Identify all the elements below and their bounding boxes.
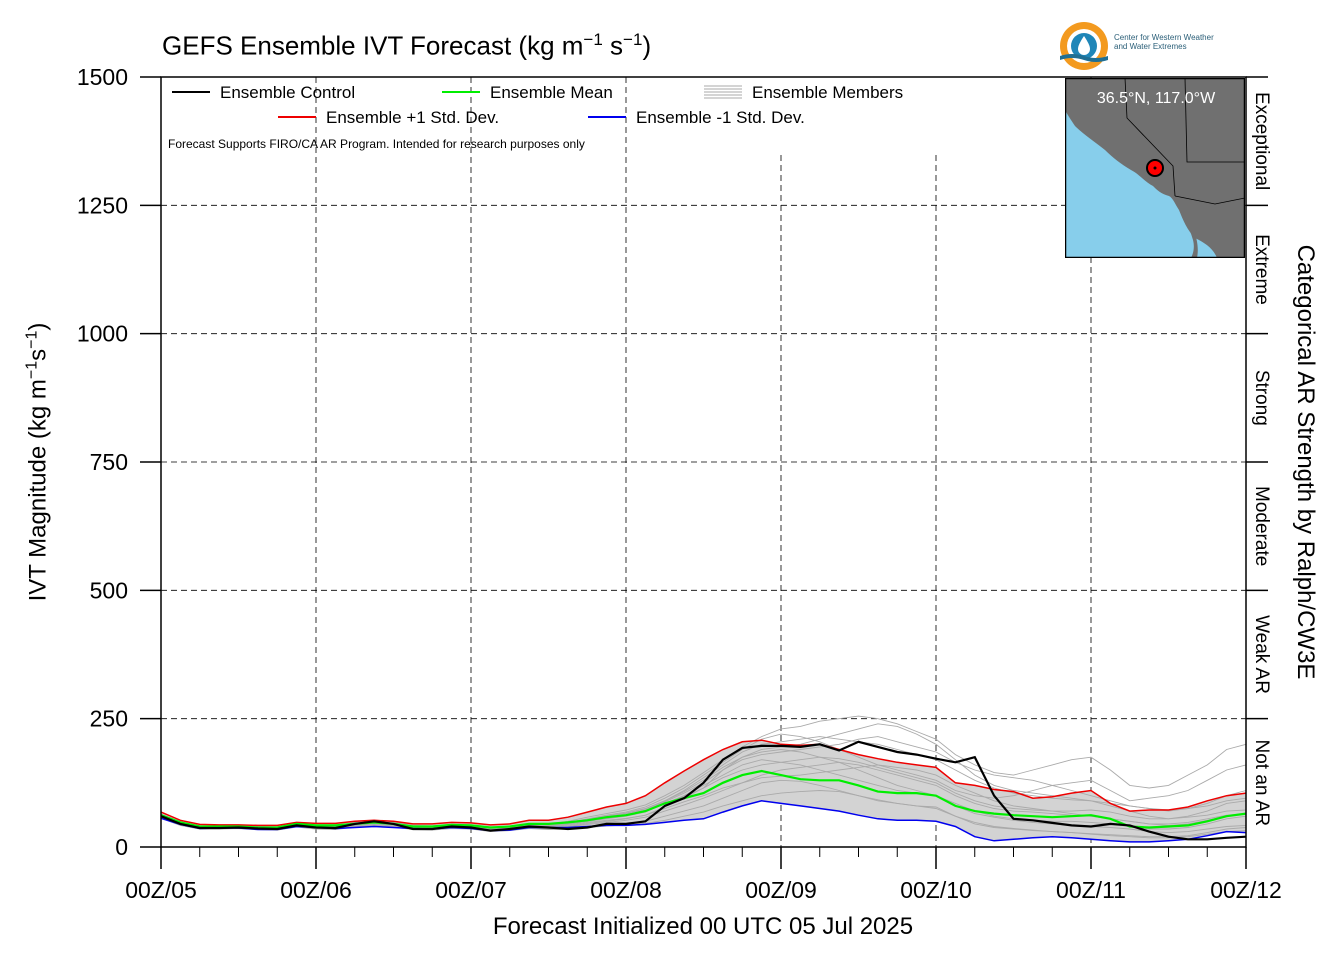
x-tick-label: 00Z/08 <box>590 877 662 903</box>
series-line-control <box>160 740 1247 841</box>
y-tick-label: 0 <box>115 834 128 860</box>
category-label: Strong <box>1251 370 1272 426</box>
map-state-border-ca <box>1124 78 1176 197</box>
y-axis-label: IVT Magnitude (kg m−1s−1) <box>23 322 52 602</box>
ensemble-spread-area <box>161 740 1246 842</box>
right-axis-label: Categorical AR Strength by Ralph/CW3E <box>1292 244 1319 680</box>
legend: Ensemble Control Ensemble Mean Ensemble +1… <box>172 83 903 127</box>
legend-label-control: Ensemble Control <box>220 83 355 102</box>
legend-label-mean: Ensemble Mean <box>490 83 613 102</box>
x-tick-label: 00Z/11 <box>1056 877 1126 903</box>
category-label: Extreme <box>1251 234 1272 305</box>
x-tick-label: 00Z/05 <box>125 877 197 903</box>
location-label: 36.5°N, 117.0°W <box>1096 90 1216 107</box>
map-state-border-nv <box>1184 78 1245 163</box>
category-label: Not an AR <box>1251 740 1272 827</box>
axes: 0 250 500 750 1000 1250 1500 00Z/05 00Z/06 00Z/07… <box>77 64 1282 903</box>
category-label: Exceptional <box>1251 92 1272 190</box>
y-tick-label: 1500 <box>77 64 128 90</box>
logo-text: Center for Western Weather and Water Extr… <box>1114 33 1214 51</box>
disclaimer-note: Forecast Supports FIRO/CA AR Program. In… <box>168 137 585 151</box>
x-tick-label: 00Z/10 <box>900 877 972 903</box>
y-tick-label: 1250 <box>77 192 128 218</box>
legend-label-minus-std: Ensemble -1 Std. Dev. <box>636 108 805 127</box>
ensemble-series <box>160 739 1247 843</box>
x-tick-label: 00Z/06 <box>280 877 352 903</box>
x-tick-label: 00Z/12 <box>1210 877 1282 903</box>
series-line-mean <box>160 769 1247 829</box>
map-baja <box>1177 204 1198 258</box>
x-tick-label: 00Z/07 <box>435 877 507 903</box>
category-label: Moderate <box>1251 486 1272 566</box>
x-tick-label: 00Z/09 <box>745 877 817 903</box>
y-tick-label: 250 <box>90 706 128 732</box>
chart-title: GEFS Ensemble IVT Forecast (kg m−1 s−1) <box>162 30 652 61</box>
series-line-plus-std <box>160 739 1247 827</box>
location-marker-center <box>1153 166 1157 170</box>
water-drop-icon <box>1060 22 1108 70</box>
map-border-mexico <box>1174 195 1245 205</box>
location-map <box>1065 78 1245 258</box>
y-tick-label: 750 <box>90 449 128 475</box>
grid-lines <box>161 77 1246 847</box>
series-line-minus-std <box>160 800 1247 843</box>
y-tick-label: 500 <box>90 577 128 603</box>
category-label: Weak AR <box>1251 615 1272 694</box>
legend-label-members: Ensemble Members <box>752 83 903 102</box>
x-axis-label: Forecast Initialized 00 UTC 05 Jul 2025 <box>492 913 914 940</box>
cw3e-logo: Center for Western Weather and Water Extr… <box>1058 20 1258 72</box>
legend-label-plus-std: Ensemble +1 Std. Dev. <box>326 108 499 127</box>
y-tick-label: 1000 <box>77 321 128 347</box>
